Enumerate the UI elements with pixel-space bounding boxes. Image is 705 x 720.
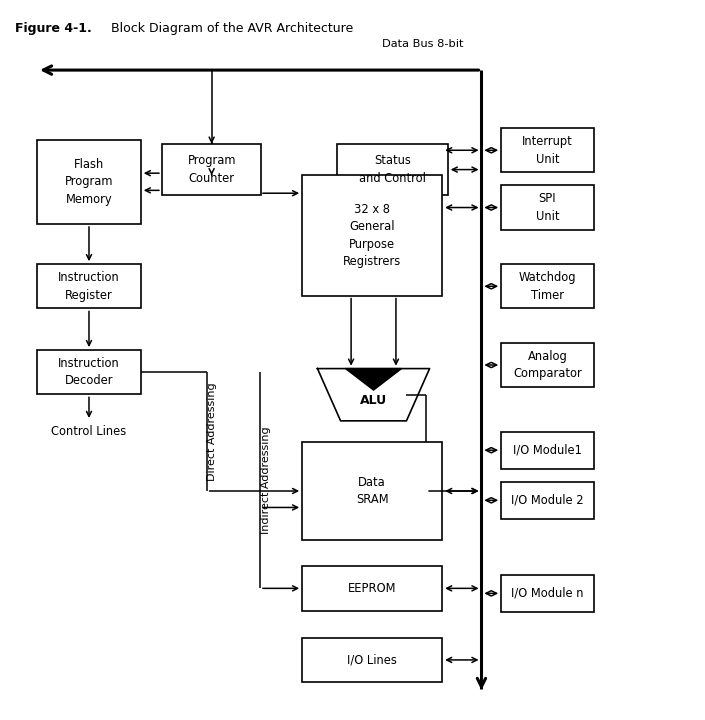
- Text: Figure 4-1.: Figure 4-1.: [15, 22, 92, 35]
- Text: Control Lines: Control Lines: [51, 425, 127, 438]
- Text: I/O Module 2: I/O Module 2: [511, 494, 584, 507]
- Bar: [302, 441, 442, 541]
- Bar: [501, 482, 594, 519]
- Text: Data Bus 8-bit: Data Bus 8-bit: [382, 39, 463, 49]
- Bar: [501, 185, 594, 230]
- Text: ALU: ALU: [360, 394, 387, 407]
- Bar: [501, 575, 594, 612]
- Bar: [501, 431, 594, 469]
- Text: Indirect Addressing: Indirect Addressing: [261, 426, 271, 534]
- Text: Block Diagram of the AVR Architecture: Block Diagram of the AVR Architecture: [111, 22, 353, 35]
- Bar: [302, 566, 442, 611]
- Text: Flash
Program
Memory: Flash Program Memory: [65, 158, 114, 206]
- Text: Instruction
Decoder: Instruction Decoder: [58, 357, 120, 387]
- Text: Analog
Comparator: Analog Comparator: [513, 350, 582, 380]
- Text: SPI
Unit: SPI Unit: [536, 192, 559, 222]
- Text: Direct Addressing: Direct Addressing: [207, 382, 217, 481]
- Bar: [162, 144, 262, 195]
- Text: Status
and Control: Status and Control: [359, 154, 426, 185]
- Bar: [302, 175, 442, 296]
- Text: I/O Lines: I/O Lines: [347, 654, 397, 667]
- Bar: [501, 264, 594, 308]
- Text: 32 x 8
General
Purpose
Registrers: 32 x 8 General Purpose Registrers: [343, 203, 401, 268]
- Text: Data
SRAM: Data SRAM: [356, 476, 388, 506]
- Polygon shape: [345, 369, 402, 390]
- Bar: [501, 343, 594, 387]
- Text: EEPROM: EEPROM: [348, 582, 396, 595]
- Text: Watchdog
Timer: Watchdog Timer: [519, 271, 576, 302]
- Bar: [501, 128, 594, 173]
- Text: I/O Module1: I/O Module1: [513, 444, 582, 456]
- Text: Program
Counter: Program Counter: [188, 154, 236, 185]
- Text: Instruction
Register: Instruction Register: [58, 271, 120, 302]
- Text: Interrupt
Unit: Interrupt Unit: [522, 135, 572, 166]
- Bar: [337, 144, 448, 195]
- Bar: [302, 638, 442, 682]
- Bar: [37, 264, 141, 308]
- Bar: [37, 350, 141, 395]
- Bar: [37, 140, 141, 224]
- Text: I/O Module n: I/O Module n: [511, 587, 584, 600]
